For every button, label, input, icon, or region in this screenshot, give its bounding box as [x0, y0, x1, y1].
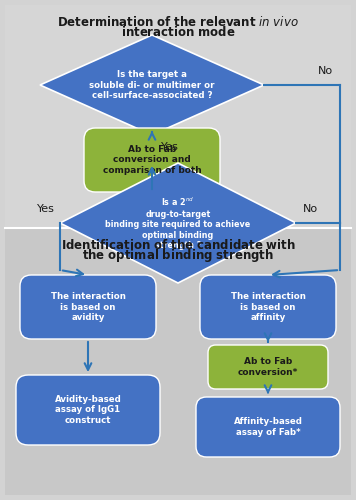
Text: $\bf{Determination\ of\ the\ relevant}$ $\bf{\it{in\ vivo}}$: $\bf{Determination\ of\ the\ relevant}$ …: [57, 15, 299, 29]
FancyBboxPatch shape: [5, 5, 351, 228]
Text: $\bf{interaction\ mode}$: $\bf{interaction\ mode}$: [121, 25, 235, 39]
Text: The interaction
is based on
affinity: The interaction is based on affinity: [231, 292, 305, 322]
Text: Ab to Fab
conversion*: Ab to Fab conversion*: [238, 358, 298, 376]
Text: $\bf{the\ optimal\ binding\ strength}$: $\bf{the\ optimal\ binding\ strength}$: [82, 248, 274, 264]
Text: Avidity-based
assay of IgG1
construct: Avidity-based assay of IgG1 construct: [54, 395, 121, 425]
Text: Is a 2$^{nd}$
drug-to-target
binding site required to achieve
optimal binding
st: Is a 2$^{nd}$ drug-to-target binding sit…: [105, 196, 251, 250]
Text: $\bf{Identification\ of\ the\ candidate\ with}$: $\bf{Identification\ of\ the\ candidate\…: [61, 238, 295, 252]
Text: Ab to Fab
conversion and
comparison of both: Ab to Fab conversion and comparison of b…: [103, 145, 201, 175]
FancyBboxPatch shape: [20, 275, 156, 339]
FancyBboxPatch shape: [16, 375, 160, 445]
Text: No: No: [318, 66, 333, 76]
FancyBboxPatch shape: [200, 275, 336, 339]
FancyBboxPatch shape: [84, 128, 220, 192]
FancyBboxPatch shape: [196, 397, 340, 457]
Text: Yes: Yes: [161, 142, 179, 152]
Polygon shape: [60, 163, 296, 283]
Text: Yes: Yes: [37, 204, 55, 214]
FancyBboxPatch shape: [5, 228, 351, 495]
Text: The interaction
is based on
avidity: The interaction is based on avidity: [51, 292, 125, 322]
FancyBboxPatch shape: [208, 345, 328, 389]
Text: No: No: [303, 204, 318, 214]
Text: Affinity-based
assay of Fab*: Affinity-based assay of Fab*: [234, 418, 303, 436]
Polygon shape: [40, 35, 264, 135]
Text: Is the target a
soluble di- or multimer or
cell-surface-associated ?: Is the target a soluble di- or multimer …: [89, 70, 215, 100]
